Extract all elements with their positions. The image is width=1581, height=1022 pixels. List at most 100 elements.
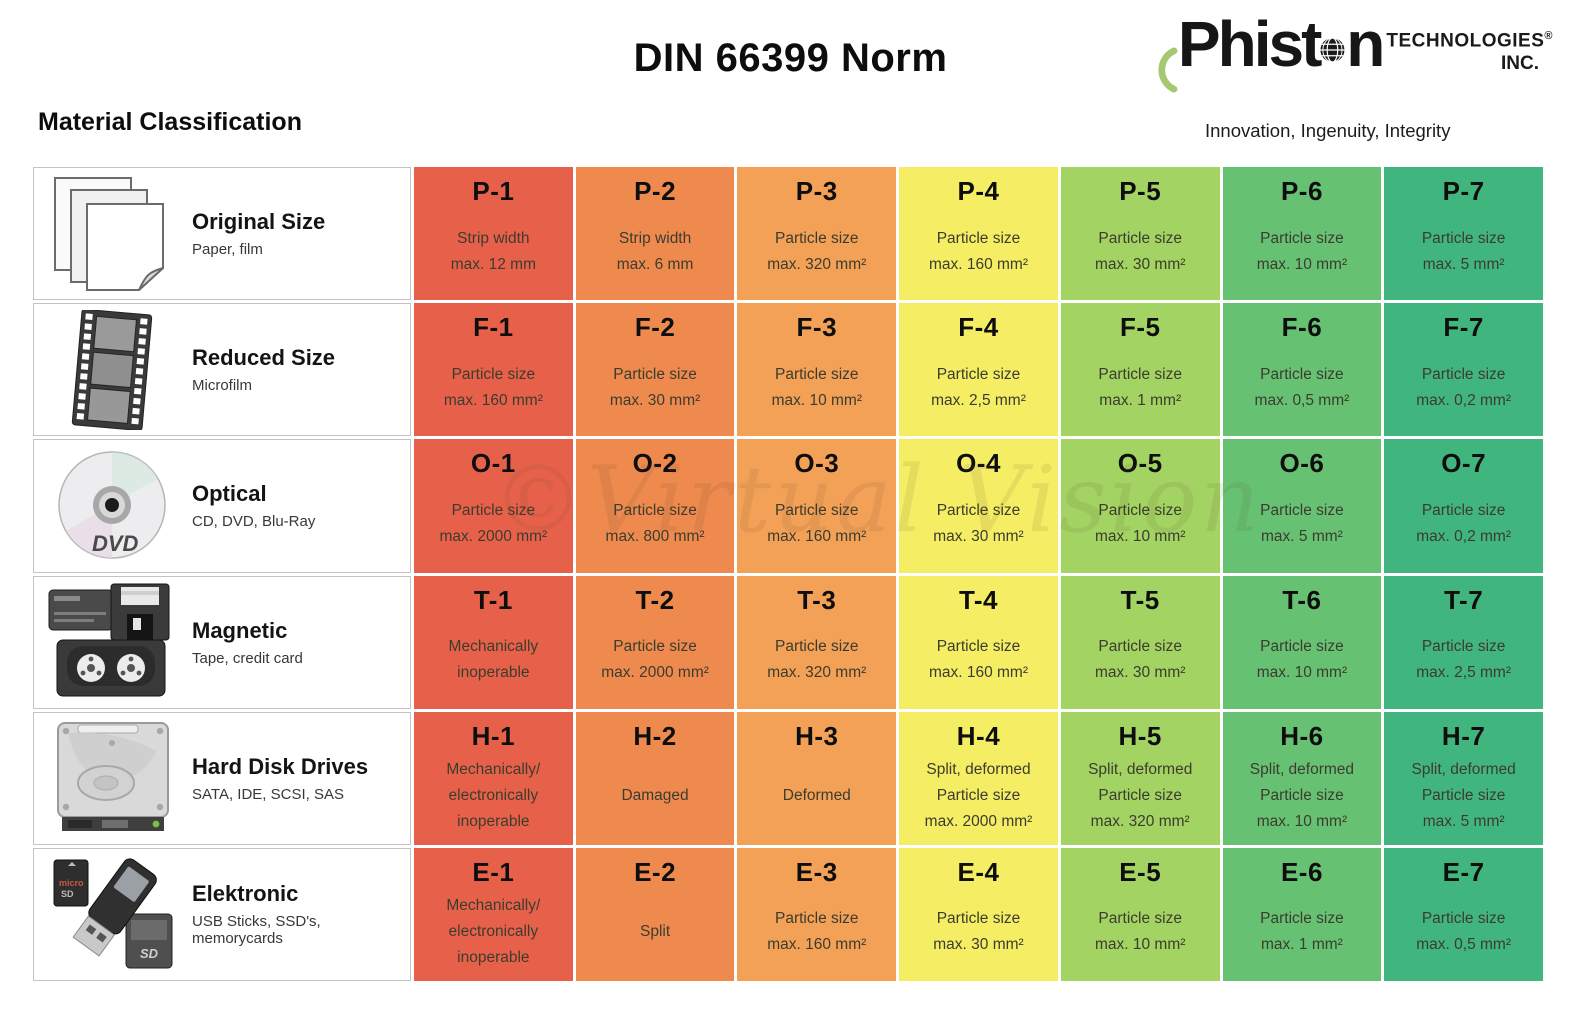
row-subtitle: Microfilm (192, 377, 252, 395)
page-title: DIN 66399 Norm (633, 36, 948, 80)
cell-f-6: F-6 Particle size max. 0,5 mm² (1222, 303, 1382, 437)
cell-code: E-2 (634, 856, 677, 887)
cell-code: T-7 (1444, 584, 1484, 615)
cell-detail: Split, deformed Particle size max. 2000 … (924, 761, 1033, 831)
logo-inc: INC. (1501, 53, 1539, 75)
cell-code: T-5 (1120, 584, 1160, 615)
cell-o-4: O-4 Particle size max. 30 mm² (899, 439, 1058, 573)
cell-detail: Particle size max. 2,5 mm² (931, 365, 1026, 409)
cell-code: H-3 (795, 720, 839, 751)
cell-h-3: H-3 Deformed (737, 711, 897, 845)
optical-disc-icon: DVD (34, 449, 192, 563)
cell-code: P-1 (472, 176, 515, 206)
cell-code: E-7 (1442, 856, 1485, 887)
cell-code: P-4 (957, 176, 1000, 206)
cell-code: O-6 (1279, 448, 1325, 479)
cell-h-1: H-1 Mechanically/ electronically inopera… (414, 711, 573, 845)
cell-h-5: H-5 Split, deformed Particle size max. 3… (1060, 711, 1220, 845)
row-subtitle: CD, DVD, Blu-Ray (192, 513, 316, 531)
usb-flash-icon: micro SD SD (34, 854, 192, 974)
registered-mark: ® (1544, 30, 1553, 42)
cell-code: F-1 (473, 312, 514, 343)
cell-t-2: T-2 Particle size max. 2000 mm² (575, 575, 735, 709)
cell-detail: Particle size max. 30 mm² (1094, 229, 1186, 273)
cell-e-7: E-7 Particle size max. 0,5 mm² (1384, 847, 1543, 981)
cell-detail: Particle size max. 10 mm² (1094, 501, 1186, 545)
cell-e-3: E-3 Particle size max. 160 mm² (737, 847, 897, 981)
cell-detail: Particle size max. 320 mm² (767, 638, 867, 682)
cell-e-2: E-2 Split (575, 847, 735, 981)
cell-detail: Particle size max. 30 mm² (933, 910, 1024, 954)
svg-text:DVD: DVD (92, 531, 139, 556)
section-title: Material Classification (38, 108, 302, 136)
cell-code: O-3 (794, 448, 840, 479)
cell-detail: Particle size max. 5 mm² (1421, 229, 1506, 273)
cell-detail: Mechanically/ electronically inoperable (446, 897, 541, 967)
cell-f-5: F-5 Particle size max. 1 mm² (1060, 303, 1220, 437)
cell-detail: Particle size max. 0,2 mm² (1416, 501, 1511, 545)
cell-o-5: O-5 Particle size max. 10 mm² (1060, 439, 1220, 573)
cell-t-6: T-6 Particle size max. 10 mm² (1222, 575, 1382, 709)
row-title: Magnetic (192, 617, 288, 643)
cell-code: H-2 (633, 720, 677, 751)
cell-t-3: T-3 Particle size max. 320 mm² (737, 575, 897, 709)
row-subtitle: Paper, film (192, 241, 263, 259)
hard-disk-icon (34, 719, 192, 837)
cell-detail: Strip width max. 12 mm (450, 229, 536, 273)
cell-code: E-6 (1280, 856, 1323, 887)
cell-detail: Particle size max. 10 mm² (1256, 638, 1348, 682)
cell-code: O-2 (632, 448, 678, 479)
cell-detail: Particle size max. 5 mm² (1260, 501, 1344, 545)
svg-text:SD: SD (140, 946, 159, 961)
cell-f-1: F-1 Particle size max. 160 mm² (414, 303, 573, 437)
cell-f-7: F-7 Particle size max. 0,2 mm² (1384, 303, 1543, 437)
cell-detail: Particle size max. 10 mm² (1094, 910, 1186, 954)
row-title: Original Size (192, 209, 326, 235)
cell-code: T-4 (958, 584, 999, 615)
cell-code: O-4 (956, 448, 1001, 479)
cell-p-3: P-3 Particle size max. 320 mm² (737, 167, 897, 301)
cell-h-7: H-7 Split, deformed Particle size max. 5… (1384, 711, 1543, 845)
row-title: Optical (192, 481, 267, 507)
cell-p-4: P-4 Particle size max. 160 mm² (899, 167, 1058, 301)
cell-t-7: T-7 Particle size max. 2,5 mm² (1384, 575, 1543, 709)
cell-detail: Particle size max. 800 mm² (605, 501, 705, 545)
cell-o-6: O-6 Particle size max. 5 mm² (1222, 439, 1382, 573)
cell-detail: Particle size max. 10 mm² (771, 365, 862, 409)
cell-code: O-5 (1117, 448, 1163, 479)
cell-code: P-7 (1442, 176, 1485, 206)
cell-detail: Particle size max. 160 mm² (928, 638, 1029, 682)
cell-detail: Particle size max. 0,5 mm² (1416, 910, 1511, 954)
cell-h-6: H-6 Split, deformed Particle size max. 1… (1222, 711, 1382, 845)
cell-code: H-7 (1441, 720, 1486, 751)
row-label-magnetic: Magnetic Tape, credit card (33, 575, 411, 709)
classification-matrix: Original Size Paper, film P-1 Strip widt… (33, 167, 1543, 981)
cell-h-4: H-4 Split, deformed Particle size max. 2… (899, 711, 1058, 845)
cell-detail: Split (639, 923, 671, 941)
cell-detail: Particle size max. 320 mm² (767, 229, 867, 273)
logo-technologies: TECHNOLOGIES® (1386, 30, 1553, 52)
cell-o-1: O-1 Particle size max. 2000 mm² (414, 439, 573, 573)
cell-detail: Particle size max. 160 mm² (443, 365, 543, 409)
cell-e-1: E-1 Mechanically/ electronically inopera… (414, 847, 573, 981)
cell-code: P-2 (634, 176, 677, 206)
globe-icon (1320, 37, 1345, 63)
cell-detail: Strip width max. 6 mm (616, 229, 694, 273)
cell-code: F-4 (958, 312, 999, 343)
cell-code: H-6 (1280, 720, 1324, 751)
cell-detail: Mechanically inoperable (448, 638, 539, 682)
cell-code: H-5 (1118, 720, 1162, 751)
logo-brand-end: n (1346, 8, 1385, 80)
cell-p-5: P-5 Particle size max. 30 mm² (1060, 167, 1220, 301)
cell-code: E-3 (795, 856, 838, 887)
cell-t-1: T-1 Mechanically inoperable (414, 575, 573, 709)
cell-t-4: T-4 Particle size max. 160 mm² (899, 575, 1058, 709)
row-label-optical: DVD Optical CD, DVD, Blu-Ray (33, 439, 411, 573)
cell-detail: Particle size max. 1 mm² (1260, 910, 1344, 954)
cell-detail: Particle size max. 160 mm² (767, 501, 867, 545)
crescent-icon (1158, 47, 1178, 93)
cell-detail: Split, deformed Particle size max. 320 m… (1088, 761, 1193, 831)
cell-code: P-5 (1119, 176, 1162, 206)
cell-code: O-1 (470, 448, 516, 479)
cell-detail: Mechanically/ electronically inoperable (446, 761, 541, 831)
